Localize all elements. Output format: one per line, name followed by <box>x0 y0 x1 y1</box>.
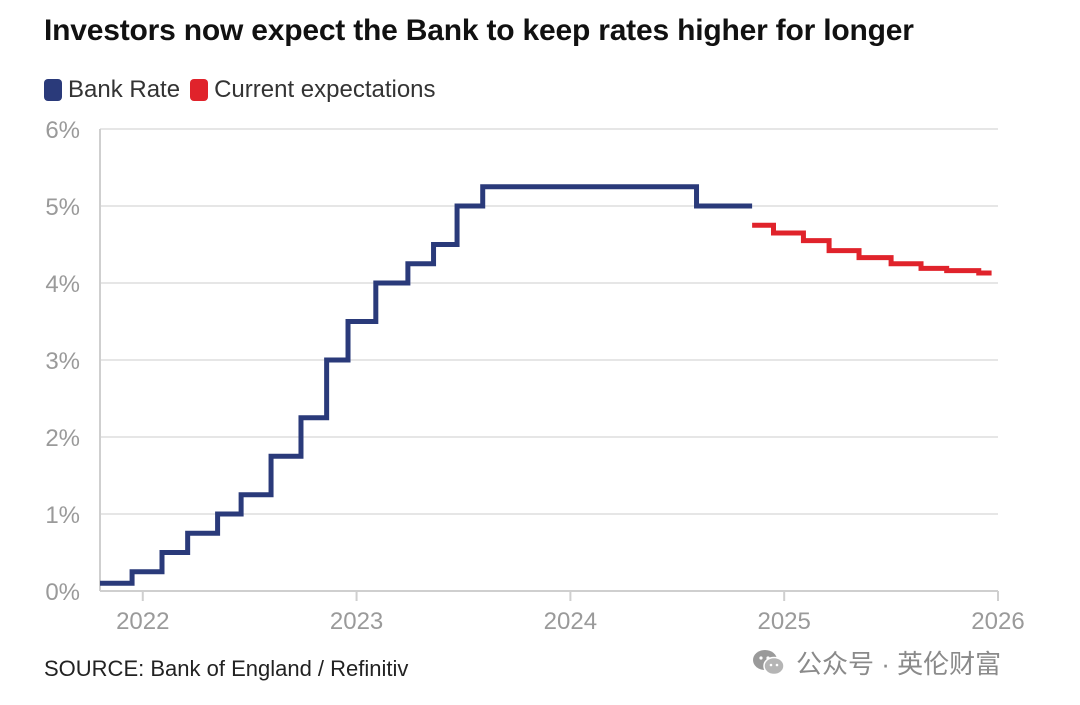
y-tick-label: 0% <box>45 579 80 606</box>
watermark-text: 公众号 · 英伦财富 <box>796 649 1002 679</box>
chart-title: Investors now expect the Bank to keep ra… <box>44 14 914 47</box>
legend: Bank Rate Current expectations <box>44 76 446 104</box>
legend-item-bank-rate: Bank Rate <box>44 76 180 104</box>
x-tick-label: 2025 <box>757 608 810 635</box>
legend-item-current-expectations: Current expectations <box>190 76 436 104</box>
legend-label-bank-rate: Bank Rate <box>68 76 181 103</box>
x-tick-label: 2022 <box>116 608 169 635</box>
y-tick-label: 3% <box>45 348 80 375</box>
watermark: 公众号 · 英伦财富 <box>752 644 1001 681</box>
series-line-bank-rate <box>100 184 753 586</box>
wechat-icon <box>753 649 785 675</box>
x-tick-label: 2026 <box>971 608 1024 635</box>
y-tick-label: 4% <box>45 271 80 298</box>
y-tick-label: 6% <box>45 117 80 144</box>
tick-labels: 0% 1% 2% 3% 4% 5% 6% 2022 2023 2024 2025 2026 <box>45 117 1024 635</box>
grid-lines <box>100 128 998 515</box>
y-tick-label: 5% <box>45 194 80 221</box>
source-note: SOURCE: Bank of England / Refinitiv <box>44 656 409 681</box>
axes <box>99 129 999 601</box>
x-tick-label: 2023 <box>330 608 383 635</box>
legend-swatch-current-expectations <box>190 79 209 101</box>
legend-swatch-bank-rate <box>44 79 62 101</box>
y-tick-label: 2% <box>45 425 80 452</box>
y-tick-label: 1% <box>45 502 80 529</box>
series-line-current-expectations <box>752 222 992 276</box>
legend-label-current-expectations: Current expectations <box>214 76 436 103</box>
x-tick-label: 2024 <box>544 608 597 635</box>
series-lines <box>100 184 992 586</box>
